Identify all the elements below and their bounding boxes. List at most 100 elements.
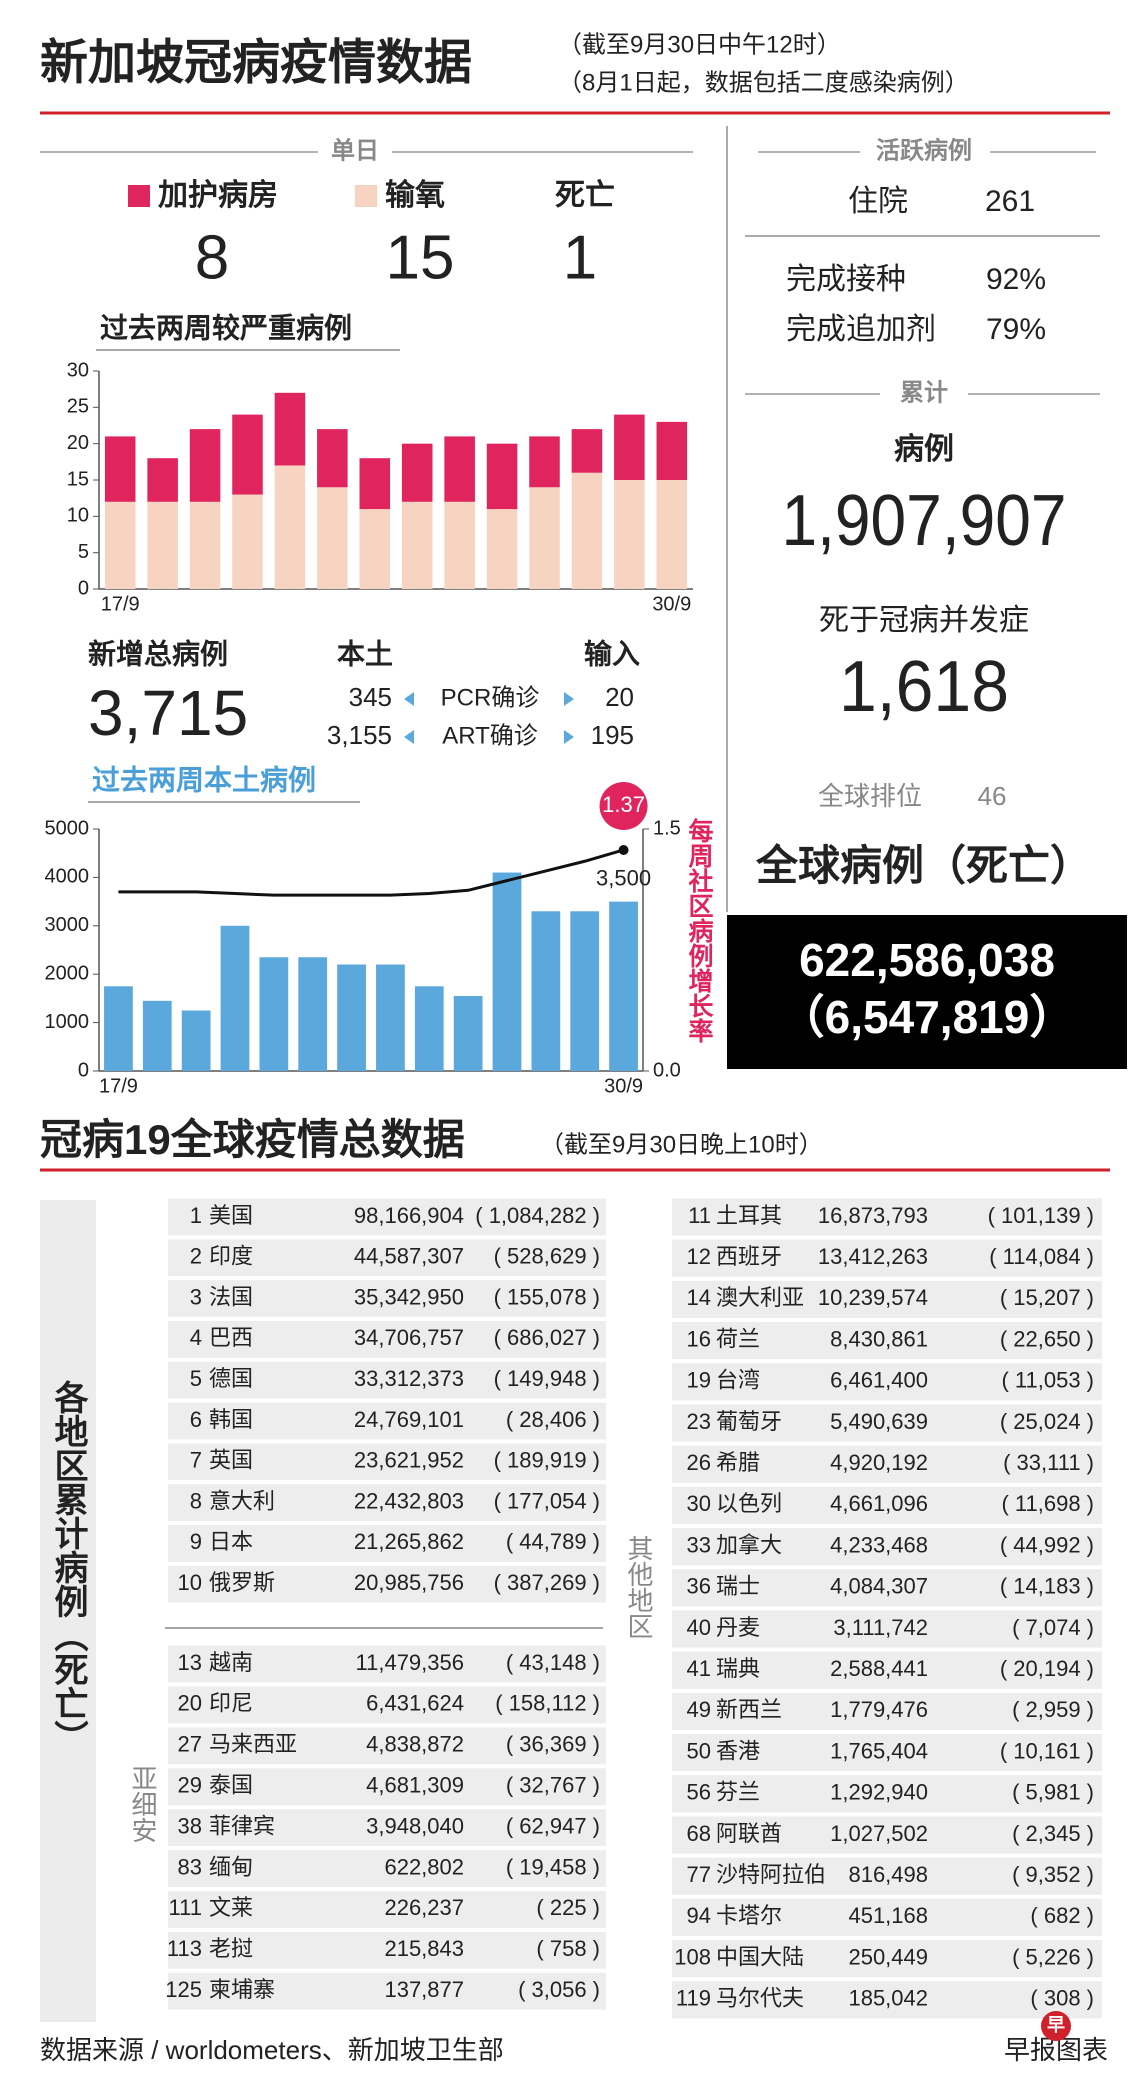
daily-value: 8 <box>195 223 229 292</box>
point <box>618 844 629 855</box>
rank: 29 <box>178 1773 202 1798</box>
country: 瑞士 <box>716 1574 760 1599</box>
country: 新西兰 <box>716 1697 782 1722</box>
rank: 56 <box>687 1780 711 1805</box>
value: 92% <box>986 263 1046 296</box>
rank: 14 <box>687 1285 711 1310</box>
country: 文莱 <box>209 1895 253 1920</box>
row-bg <box>672 1528 1102 1566</box>
row-bg <box>672 1280 1102 1318</box>
cases: 1,027,502 <box>830 1821 928 1846</box>
row-bg <box>168 1850 606 1887</box>
row-bg <box>168 1809 606 1847</box>
row-bg <box>672 1692 1102 1730</box>
deaths: ( 177,054 ) <box>494 1488 600 1513</box>
row-bg <box>672 1610 1102 1648</box>
cases: 13,412,263 <box>818 1244 928 1269</box>
country: 韩国 <box>209 1407 253 1432</box>
imported-count: 195 <box>591 720 634 750</box>
bar-segment <box>317 487 348 589</box>
rank: 30 <box>687 1491 711 1516</box>
deaths: ( 14,183 ) <box>1000 1574 1094 1599</box>
deaths: ( 7,074 ) <box>1012 1615 1094 1640</box>
row-bg <box>672 1445 1102 1483</box>
cases: 44,587,307 <box>354 1244 464 1269</box>
deaths: ( 44,789 ) <box>506 1529 600 1554</box>
row-bg <box>168 1484 606 1521</box>
country: 老挝 <box>209 1936 253 1961</box>
bar-segment <box>189 429 221 502</box>
source: 数据来源 / worldometers、新加坡卫生部 <box>40 2035 504 2065</box>
deaths: ( 32,767 ) <box>506 1773 600 1798</box>
cases: 10,239,574 <box>818 1285 928 1310</box>
country: 瑞典 <box>716 1656 760 1681</box>
bar-segment <box>359 458 391 510</box>
cases: 23,621,952 <box>354 1448 464 1473</box>
y-tick-label: 20 <box>67 432 89 454</box>
row-bg <box>672 1651 1102 1689</box>
bar <box>376 964 405 1071</box>
deaths: ( 10,161 ) <box>1000 1738 1094 1763</box>
cases: 1,292,940 <box>830 1780 928 1805</box>
cases: 34,706,757 <box>354 1325 464 1350</box>
x-tick-label: 17/9 <box>101 593 140 615</box>
deaths: ( 101,139 ) <box>988 1203 1094 1228</box>
cases: 4,838,872 <box>366 1732 464 1757</box>
rank: 8 <box>190 1488 202 1513</box>
bar <box>298 957 328 1071</box>
bar-segment <box>147 501 178 589</box>
bar-segment <box>656 480 688 589</box>
local-count: 3,155 <box>327 720 392 750</box>
rank: 50 <box>687 1738 711 1763</box>
row-bg <box>672 1775 1102 1813</box>
country: 以色列 <box>716 1491 782 1516</box>
row-bg <box>672 1322 1102 1360</box>
bar-segment <box>147 458 178 502</box>
cases: 1,765,404 <box>830 1738 928 1763</box>
daily-value: 15 <box>386 223 455 292</box>
bar-segment <box>444 436 475 502</box>
deaths: ( 36,369 ) <box>506 1732 600 1757</box>
bar-segment <box>232 414 263 495</box>
y-tick-label: 30 <box>67 359 89 381</box>
rank: 77 <box>687 1862 711 1887</box>
deaths: ( 2,959 ) <box>1012 1697 1094 1722</box>
cases: 250,449 <box>848 1944 928 1969</box>
deaths: ( 44,992 ) <box>1000 1532 1094 1557</box>
cases: 6,461,400 <box>830 1368 928 1393</box>
row-bg <box>168 1198 606 1236</box>
cases: 226,237 <box>384 1895 464 1920</box>
bar-segment <box>401 443 433 502</box>
row-bg <box>168 1361 606 1399</box>
test-type: PCR确诊 <box>441 684 540 711</box>
bar-segment <box>359 509 391 589</box>
value-label: 1.37 <box>602 792 645 817</box>
row-bg <box>672 1486 1102 1524</box>
deaths: ( 155,078 ) <box>494 1284 600 1309</box>
bar <box>414 986 444 1071</box>
rank: 26 <box>687 1450 711 1475</box>
deaths: ( 682 ) <box>1030 1903 1094 1928</box>
row-bg <box>168 1972 606 2010</box>
country: 马来西亚 <box>209 1732 297 1757</box>
bar-segment <box>486 509 518 589</box>
cases: 21,265,862 <box>354 1529 464 1554</box>
deaths: ( 9,352 ) <box>1012 1862 1094 1887</box>
deaths: ( 20,194 ) <box>1000 1656 1094 1681</box>
cases: 33,312,373 <box>354 1366 464 1391</box>
country: 台湾 <box>716 1368 760 1393</box>
row-bg <box>168 1890 606 1928</box>
rank: 13 <box>178 1650 202 1675</box>
cases: 451,168 <box>848 1903 928 1928</box>
world-deaths: （6,547,819） <box>779 991 1076 1043</box>
big-value: 1,907,907 <box>782 481 1067 561</box>
deaths: ( 189,919 ) <box>494 1448 600 1473</box>
bar <box>337 964 366 1071</box>
local-count: 345 <box>349 682 392 712</box>
bar <box>492 872 522 1071</box>
row-bg <box>672 1857 1102 1895</box>
y-tick-label: 2000 <box>45 962 90 984</box>
row-bg <box>168 1727 606 1765</box>
note: （截至9月30日中午12时） <box>558 31 841 58</box>
